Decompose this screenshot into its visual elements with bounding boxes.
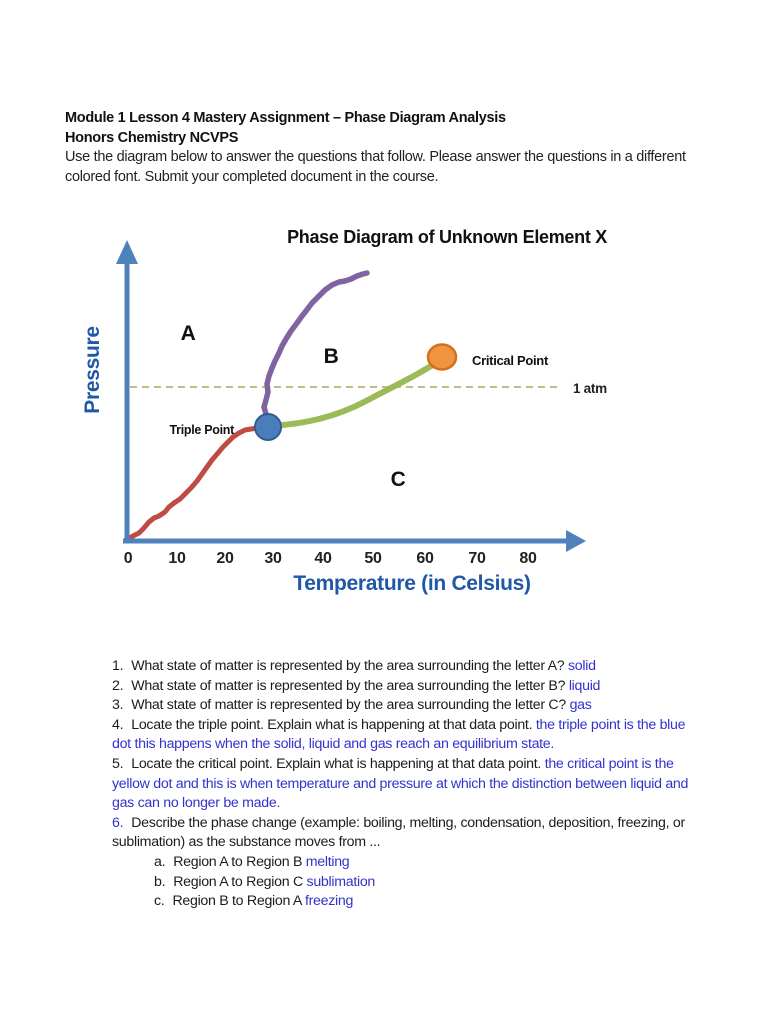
x-tick-60: 60 xyxy=(416,550,434,567)
region-c-label: C xyxy=(391,468,406,491)
question-5: 5. Locate the critical point. Explain wha… xyxy=(112,755,704,814)
y-axis-title: Pressure xyxy=(81,326,104,414)
question-3-number: 3. xyxy=(112,697,124,714)
question-2: 2. What state of matter is represented by… xyxy=(112,677,704,697)
sublimation-curve xyxy=(123,424,266,543)
x-tick-70: 70 xyxy=(468,550,486,567)
assignment-title: Module 1 Lesson 4 Mastery Assignment – P… xyxy=(65,110,506,126)
phase-diagram: Phase Diagram of Unknown Element X 1 atm… xyxy=(70,218,710,613)
question-6a: a. Region A to Region B melting xyxy=(154,853,704,873)
triple-point-marker xyxy=(254,413,282,441)
one-atm-label: 1 atm xyxy=(573,381,607,396)
question-6c-text: Region B to Region A xyxy=(172,893,305,910)
question-6b: b. Region A to Region C sublimation xyxy=(154,873,704,893)
question-4-text: Locate the triple point. Explain what is… xyxy=(131,716,536,733)
question-6b-answer: sublimation xyxy=(306,873,376,890)
question-3-answer: gas xyxy=(569,697,592,714)
question-6b-text: Region A to Region C xyxy=(173,873,307,890)
question-6c-label: c. xyxy=(154,893,165,910)
region-b-label: B xyxy=(324,345,339,368)
question-1-number: 1. xyxy=(112,658,124,674)
x-tick-20: 20 xyxy=(216,550,234,567)
x-tick-10: 10 xyxy=(168,550,186,567)
phase-diagram-svg: Phase Diagram of Unknown Element X 1 atm… xyxy=(81,227,608,595)
x-tick-30: 30 xyxy=(264,550,282,567)
questions-list: 1. What state of matter is represented by… xyxy=(112,657,704,912)
question-6a-label: a. xyxy=(154,853,166,870)
question-6b-label: b. xyxy=(154,873,166,890)
question-5-answer: the critical point is the yellow dot and… xyxy=(112,755,689,812)
question-4-answer: the triple point is the blue dot this ha… xyxy=(112,716,686,753)
question-1: 1. What state of matter is represented by… xyxy=(112,657,704,677)
question-6-sub-items: a. Region A to Region B melting b. Region … xyxy=(154,853,704,912)
question-3: 3. What state of matter is represented by… xyxy=(112,696,704,716)
question-4-number: 4. xyxy=(112,716,124,733)
x-tick-40: 40 xyxy=(314,550,332,567)
question-1-answer: solid xyxy=(568,658,596,674)
question-4: 4. Locate the triple point. Explain what … xyxy=(112,716,704,755)
x-tick-0: 0 xyxy=(124,550,133,567)
question-2-text: What state of matter is represented by t… xyxy=(131,677,569,694)
question-6c-answer: freezing xyxy=(304,893,354,910)
critical-point-label: Critical Point xyxy=(472,353,549,368)
question-2-number: 2. xyxy=(112,677,124,694)
question-3-text: What state of matter is represented by t… xyxy=(131,697,570,714)
x-tick-80: 80 xyxy=(519,550,537,567)
question-5-number: 5. xyxy=(112,755,124,772)
document-header: Module 1 Lesson 4 Mastery Assignment – P… xyxy=(65,109,713,187)
question-6a-text: Region A to Region B xyxy=(173,853,306,870)
x-tick-50: 50 xyxy=(364,550,382,567)
instructions-text: Use the diagram below to answer the ques… xyxy=(65,149,686,185)
question-5-text: Locate the critical point. Explain what … xyxy=(131,755,545,772)
x-axis-arrow-icon xyxy=(566,530,586,552)
question-2-answer: liquid xyxy=(568,677,601,694)
question-6-text: Describe the phase change (example: boil… xyxy=(112,814,685,851)
triple-point-label: Triple Point xyxy=(170,423,236,437)
question-6-number: 6. xyxy=(112,814,124,831)
x-axis-title: Temperature (in Celsius) xyxy=(293,572,530,595)
question-6c: c. Region B to Region A freezing xyxy=(154,892,704,912)
critical-point-marker xyxy=(426,343,458,371)
question-1-text: What state of matter is represented by t… xyxy=(131,658,569,674)
vaporization-curve xyxy=(267,356,444,429)
fusion-curve xyxy=(261,270,370,424)
question-6a-answer: melting xyxy=(305,853,350,870)
region-a-label: A xyxy=(181,322,196,345)
question-6: 6. Describe the phase change (example: bo… xyxy=(112,814,704,853)
y-axis-arrow-icon xyxy=(116,240,138,264)
course-name: Honors Chemistry NCVPS xyxy=(65,129,239,146)
chart-title: Phase Diagram of Unknown Element X xyxy=(287,227,607,247)
